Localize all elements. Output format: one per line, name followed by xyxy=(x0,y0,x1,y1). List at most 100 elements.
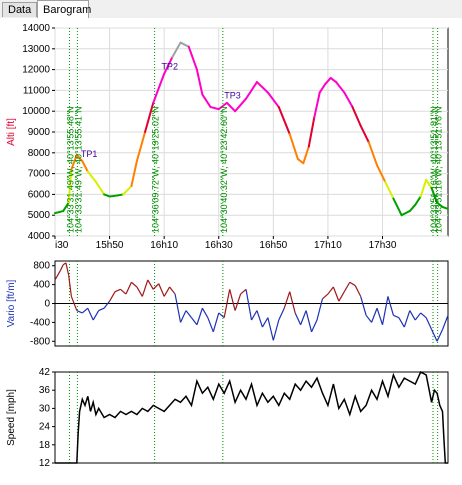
vario-segment xyxy=(267,317,274,341)
vario-segment xyxy=(256,310,263,328)
altitude-ytick-label: 13000 xyxy=(22,44,50,55)
vario-segment xyxy=(393,314,400,319)
speed-ytick-label: 30 xyxy=(39,403,51,414)
turnpoint-label: TP3 xyxy=(224,91,241,101)
altitude-xtick-label: 16h30 xyxy=(205,240,233,251)
altitude-xtick-label: 16h10 xyxy=(150,240,178,251)
vario-segment xyxy=(76,310,83,314)
vario-segment xyxy=(431,329,438,342)
barogram-chart: 4000500060007000800090001000011000120001… xyxy=(6,23,449,469)
vario-segment xyxy=(371,308,378,323)
vario-segment xyxy=(81,307,89,314)
altitude-segment xyxy=(392,197,403,217)
altitude-segment xyxy=(94,180,106,196)
altitude-segment xyxy=(163,56,174,75)
vario-segment xyxy=(59,264,64,271)
vario-segment xyxy=(136,286,143,297)
vario-segment xyxy=(223,289,231,318)
altitude-segment xyxy=(195,68,204,96)
altitude-segment xyxy=(414,195,422,206)
vario-segment xyxy=(294,312,302,326)
vario-segment xyxy=(229,289,236,311)
vario-segment xyxy=(414,312,422,321)
vario-segment xyxy=(179,310,187,323)
altitude-ytick-label: 12000 xyxy=(22,65,50,76)
altitude-segment xyxy=(179,41,190,48)
event-coordinate-label: 104°33'51.16"W, 40°13'51.76"N xyxy=(434,106,444,233)
altitude-segment xyxy=(302,145,310,165)
vario-segment xyxy=(201,307,209,318)
vario-segment xyxy=(70,296,78,311)
altitude-xtick-label: 17h10 xyxy=(314,240,342,251)
altitude-segment xyxy=(81,160,89,173)
altitude-segment xyxy=(384,180,395,200)
speed-ytick-label: 12 xyxy=(39,458,51,469)
vario-axis-label: Vario [ft/m] xyxy=(6,279,17,327)
altitude-segment xyxy=(255,81,269,94)
vario-ytick-label: 800 xyxy=(33,261,50,272)
altitude-segment xyxy=(419,178,428,198)
altitude-segment xyxy=(245,81,258,100)
altitude-segment xyxy=(225,101,237,113)
vario-segment xyxy=(343,281,351,292)
vario-segment xyxy=(360,296,367,316)
altitude-segment xyxy=(296,158,305,165)
altitude-segment xyxy=(343,91,354,109)
vario-segment xyxy=(398,317,405,328)
vario-segment xyxy=(141,279,149,297)
vario-segment xyxy=(240,288,247,295)
tab-bar: Data Barogram xyxy=(0,0,462,19)
vario-segment xyxy=(338,291,345,302)
vario-segment xyxy=(174,293,182,323)
tab-barogram[interactable]: Barogram xyxy=(37,0,91,19)
altitude-segment xyxy=(441,205,449,210)
altitude-segment xyxy=(187,45,198,71)
event-coordinate-label: 104°33'31.49"W, 40°13'55.48"N xyxy=(65,106,75,233)
altitude-segment xyxy=(152,72,166,104)
altitude-segment xyxy=(430,187,439,204)
altitude-ytick-label: 9000 xyxy=(28,127,51,138)
vario-segment xyxy=(185,310,192,319)
vario-segment xyxy=(92,310,100,321)
altitude-segment xyxy=(408,203,417,213)
event-coordinate-label: 104°30'40.32"W, 40°23'42.60"N xyxy=(219,106,229,233)
altitude-series xyxy=(54,41,449,217)
event-coordinate-label: 104°33'31.49"W, 40°13'55.41"N xyxy=(73,106,83,233)
altitude-xtick-label: i30 xyxy=(55,240,69,251)
altitude-ytick-label: 7000 xyxy=(28,169,51,180)
altitude-segment xyxy=(217,101,228,111)
altitude-segment xyxy=(359,124,370,144)
altitude-segment xyxy=(108,194,119,198)
altitude-segment xyxy=(307,116,316,148)
vario-segment xyxy=(131,281,138,288)
event-coordinate-label: 104°33'51.16"W, 40°13'51.81"N xyxy=(429,106,439,233)
vario-segment xyxy=(261,317,269,328)
vario-segment xyxy=(387,296,394,316)
vario-ytick-label: 400 xyxy=(33,280,50,291)
vario-segment xyxy=(305,310,313,332)
altitude-segment xyxy=(130,160,138,188)
vario-ytick-label: -800 xyxy=(30,336,50,347)
altitude-segment xyxy=(277,106,291,136)
vario-segment xyxy=(87,307,94,321)
altitude-segment xyxy=(171,41,182,59)
altitude-segment xyxy=(62,201,70,213)
vario-segment xyxy=(436,329,444,342)
altitude-segment xyxy=(209,106,220,111)
altitude-segment xyxy=(67,168,73,204)
altitude-ytick-label: 14000 xyxy=(22,23,50,34)
vario-series xyxy=(54,262,449,342)
vario-segment xyxy=(103,300,111,309)
altitude-ytick-label: 11000 xyxy=(23,85,51,96)
vario-segment xyxy=(190,317,198,326)
altitude-xtick-label: 17h30 xyxy=(369,240,397,251)
altitude-ytick-label: 5000 xyxy=(28,210,51,221)
vario-segment xyxy=(272,319,280,341)
altitude-ytick-label: 10000 xyxy=(22,106,50,117)
altitude-segment xyxy=(351,106,362,127)
altitude-segment xyxy=(376,164,387,183)
vario-segment xyxy=(207,317,214,333)
altitude-segment xyxy=(335,81,346,94)
tab-data[interactable]: Data xyxy=(2,2,37,17)
